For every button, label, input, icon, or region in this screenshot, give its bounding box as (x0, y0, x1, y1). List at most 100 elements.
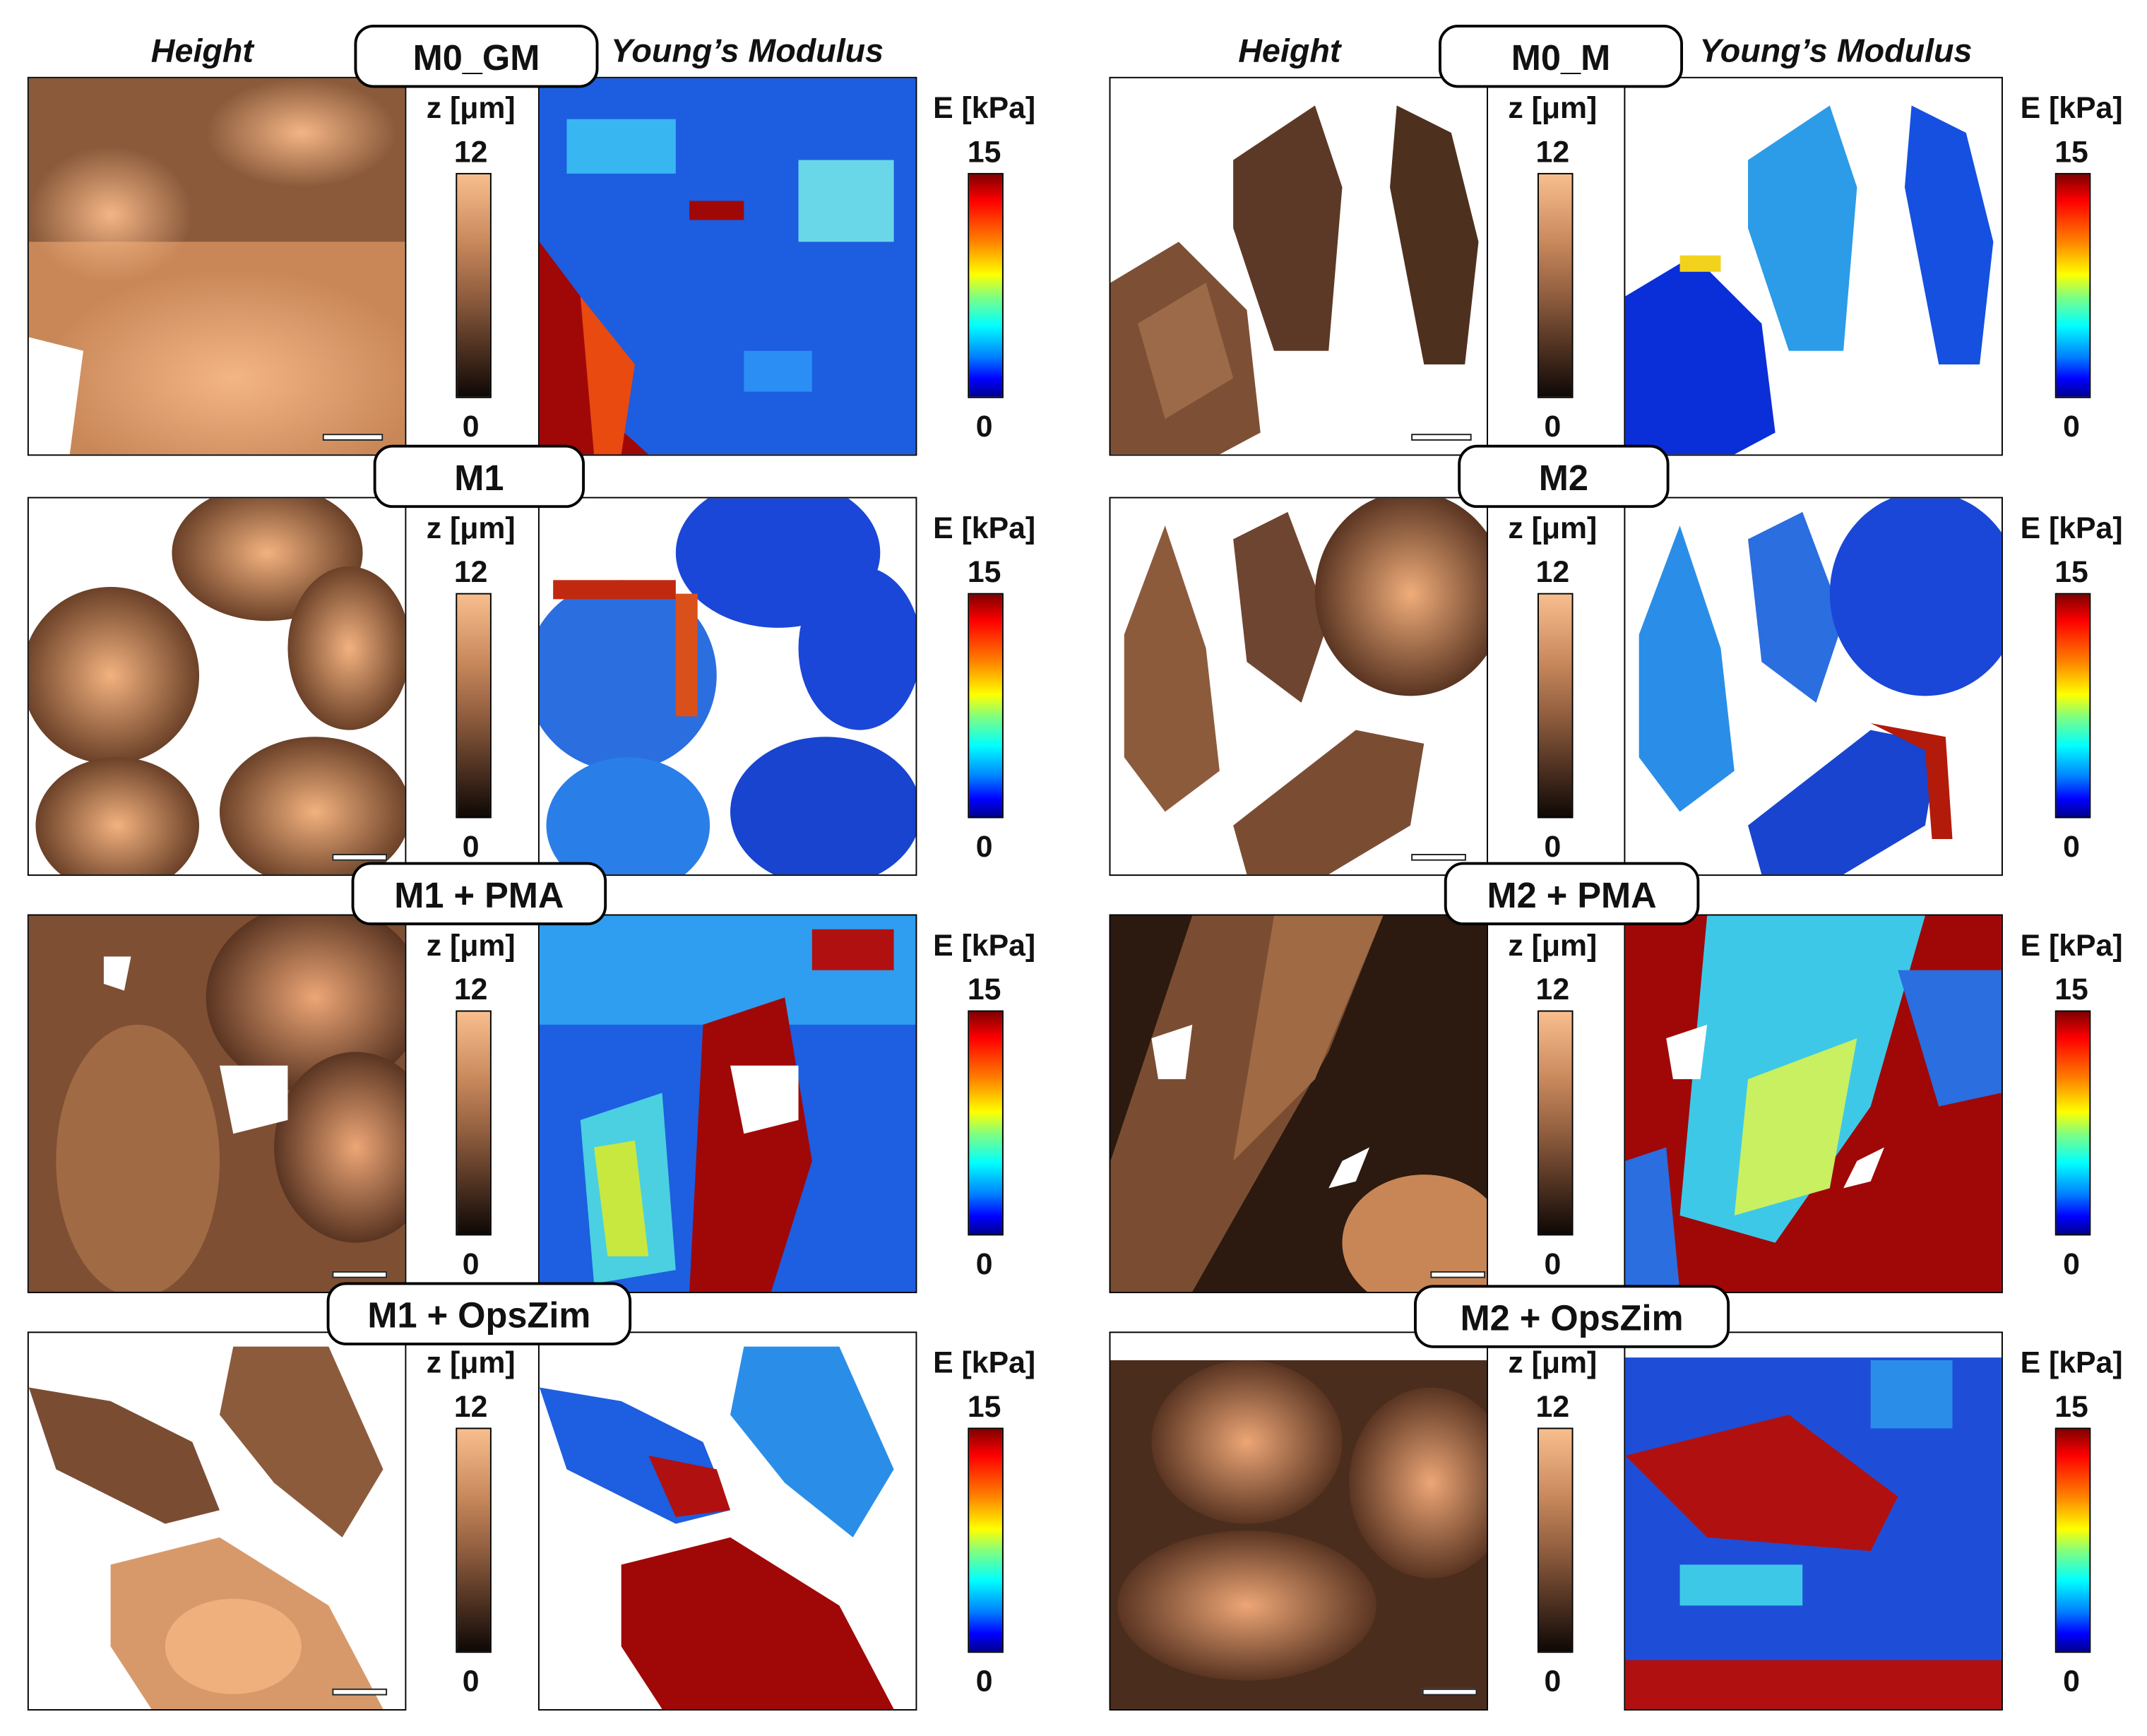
height-map (1109, 497, 1489, 876)
scale-bar (1430, 1271, 1486, 1278)
e-colorbar (2054, 172, 2091, 398)
z-colorbar-title: z [μm] (426, 1345, 516, 1380)
z-colorbar-max: 12 (1535, 134, 1570, 170)
z-colorbar-title: z [μm] (1508, 1345, 1598, 1380)
z-colorbar-title: z [μm] (426, 511, 516, 545)
e-colorbar-title: E [kPa] (2020, 1345, 2123, 1380)
height-header-left: Height (150, 32, 254, 71)
z-colorbar-min: 0 (462, 1246, 480, 1281)
z-colorbar (456, 593, 492, 819)
scale-bar (322, 434, 383, 441)
height-map (27, 914, 407, 1293)
e-colorbar (968, 593, 1004, 819)
panel-label: M0_M (1439, 24, 1684, 88)
scale-bar (1411, 434, 1472, 441)
z-colorbar (1537, 172, 1574, 398)
e-colorbar-min: 0 (975, 829, 993, 864)
panel-label: M2 + PMA (1444, 862, 1700, 926)
scale-bar (332, 1688, 388, 1696)
z-colorbar (1537, 1427, 1574, 1653)
modulus-header-right: Young’s Modulus (1699, 32, 1973, 71)
e-colorbar (968, 172, 1004, 398)
e-colorbar (2054, 593, 2091, 819)
z-colorbar-title: z [μm] (426, 927, 516, 963)
e-colorbar-title: E [kPa] (933, 511, 1036, 545)
height-header-right: Height (1238, 32, 1341, 71)
height-map (27, 1331, 407, 1711)
z-colorbar-min: 0 (1544, 1246, 1562, 1281)
z-colorbar-min: 0 (1544, 829, 1562, 864)
modulus-header-left: Young’s Modulus (610, 32, 884, 71)
e-colorbar-max: 15 (2054, 1389, 2088, 1424)
modulus-map (537, 914, 917, 1293)
e-colorbar (2054, 1010, 2091, 1236)
e-colorbar (2054, 1427, 2091, 1653)
e-colorbar-max: 15 (2054, 134, 2088, 170)
e-colorbar (968, 1427, 1004, 1653)
e-colorbar-max: 15 (967, 134, 1001, 170)
height-map (1109, 914, 1489, 1293)
panel-label: M2 + OpsZim (1414, 1285, 1730, 1348)
z-colorbar-min: 0 (462, 1663, 480, 1699)
z-colorbar-max: 12 (1535, 1389, 1570, 1424)
z-colorbar-title: z [μm] (1508, 927, 1598, 963)
z-colorbar-min: 0 (462, 829, 480, 864)
z-colorbar (1537, 593, 1574, 819)
modulus-map (537, 497, 917, 876)
modulus-map (1624, 76, 2003, 456)
modulus-map (1624, 1331, 2003, 1711)
scale-bar (332, 1271, 388, 1278)
z-colorbar-title: z [μm] (1508, 511, 1598, 545)
scale-bar (332, 854, 388, 861)
z-colorbar-max: 12 (1535, 554, 1570, 589)
e-colorbar-title: E [kPa] (2020, 511, 2123, 545)
z-colorbar-min: 0 (1544, 1663, 1562, 1699)
e-colorbar-max: 15 (2054, 972, 2088, 1006)
panel-label: M1 + OpsZim (326, 1282, 632, 1345)
e-colorbar-min: 0 (2063, 1246, 2080, 1281)
modulus-map (537, 76, 917, 456)
z-colorbar (1537, 1010, 1574, 1236)
panel-label: M0_GM (354, 24, 599, 88)
e-colorbar-min: 0 (2063, 409, 2080, 444)
z-colorbar-min: 0 (1544, 409, 1562, 444)
e-colorbar-max: 15 (967, 554, 1001, 589)
panel-label: M1 (373, 444, 585, 509)
e-colorbar-max: 15 (967, 972, 1001, 1006)
modulus-map (1624, 497, 2003, 876)
z-colorbar-max: 12 (453, 1389, 488, 1424)
e-colorbar-max: 15 (2054, 554, 2088, 589)
height-map (27, 497, 407, 876)
height-map (1109, 76, 1489, 456)
e-colorbar-title: E [kPa] (2020, 927, 2123, 963)
z-colorbar (456, 1010, 492, 1236)
e-colorbar-title: E [kPa] (933, 90, 1036, 125)
modulus-map (1624, 914, 2003, 1293)
z-colorbar-title: z [μm] (426, 90, 516, 125)
height-map (27, 76, 407, 456)
e-colorbar-min: 0 (975, 409, 993, 444)
z-colorbar (456, 172, 492, 398)
e-colorbar-max: 15 (967, 1389, 1001, 1424)
z-colorbar-min: 0 (462, 409, 480, 444)
e-colorbar-title: E [kPa] (933, 927, 1036, 963)
scale-bar (1422, 1688, 1477, 1696)
z-colorbar (456, 1427, 492, 1653)
panel-label: M2 (1458, 444, 1670, 509)
z-colorbar-title: z [μm] (1508, 90, 1598, 125)
panel-label: M1 + PMA (351, 862, 607, 926)
e-colorbar-title: E [kPa] (933, 1345, 1036, 1380)
e-colorbar (968, 1010, 1004, 1236)
height-map (1109, 1331, 1489, 1711)
e-colorbar-min: 0 (2063, 829, 2080, 864)
z-colorbar-max: 12 (1535, 972, 1570, 1006)
z-colorbar-max: 12 (453, 554, 488, 589)
scale-bar (1411, 854, 1466, 861)
e-colorbar-min: 0 (975, 1663, 993, 1699)
modulus-map (537, 1331, 917, 1711)
z-colorbar-max: 12 (453, 134, 488, 170)
z-colorbar-max: 12 (453, 972, 488, 1006)
e-colorbar-min: 0 (2063, 1663, 2080, 1699)
e-colorbar-title: E [kPa] (2020, 90, 2123, 125)
